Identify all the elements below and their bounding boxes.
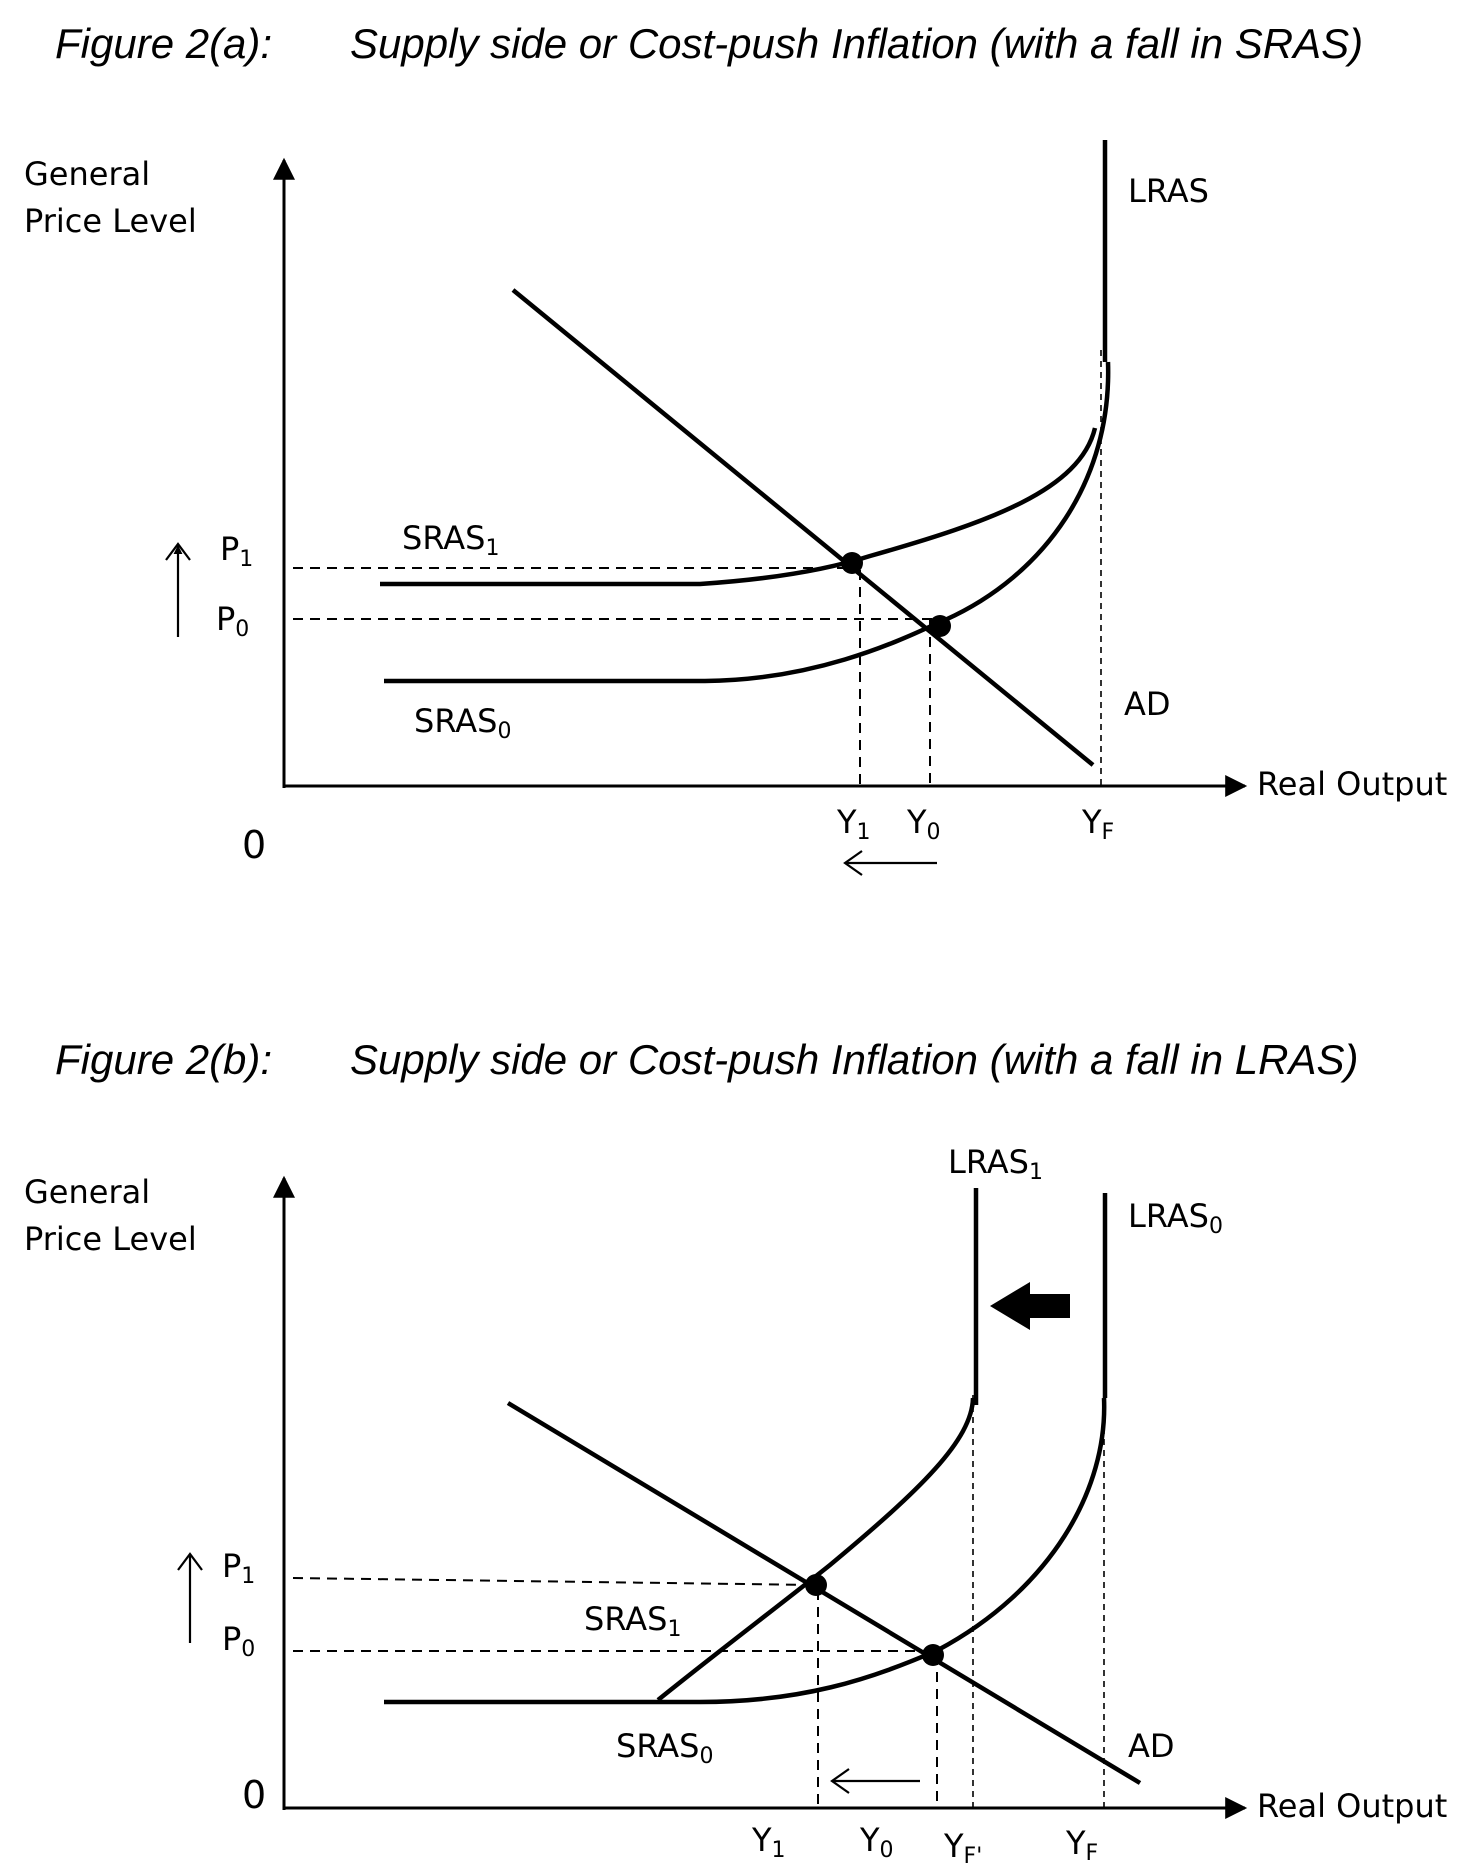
- yf-new-label: YF': [943, 1827, 982, 1869]
- y-axis-label: Price Level: [24, 202, 197, 240]
- lras-shift-arrow: [990, 1282, 1070, 1330]
- arrow-head: [830, 1768, 850, 1794]
- figure-title: Supply side or Cost-push Inflation (with…: [350, 20, 1363, 67]
- arrow-head: [843, 850, 863, 876]
- arrow-head: [177, 1552, 203, 1571]
- origin-label: 0: [242, 823, 266, 867]
- p0-label: P0: [216, 600, 249, 642]
- y1-label: Y1: [751, 1821, 786, 1863]
- p0-label: P0: [222, 1620, 255, 1662]
- equilibrium-point-new: [805, 1574, 827, 1596]
- ad-label: AD: [1128, 1727, 1175, 1765]
- lras0-label: LRAS0: [1128, 1197, 1223, 1239]
- y-axis-label: General: [24, 1173, 150, 1211]
- sras0-label: SRAS0: [616, 1727, 713, 1769]
- equilibrium-point-old: [929, 615, 951, 637]
- figure-label: Figure 2(b):: [55, 1036, 272, 1083]
- equilibrium-point-new: [841, 552, 863, 574]
- ad-curve: [511, 288, 1095, 767]
- arrow-head: [165, 542, 191, 561]
- sras0-curve: [384, 361, 1111, 684]
- y0-label: Y0: [859, 1821, 894, 1863]
- p1-label: P1: [220, 530, 253, 572]
- origin-label: 0: [242, 1773, 266, 1817]
- figure-label: Figure 2(a):: [55, 20, 272, 67]
- y-axis-label: General: [24, 155, 150, 193]
- y-axis-label: Price Level: [24, 1220, 197, 1258]
- sras1-curve: [656, 1397, 976, 1702]
- sras1-label: SRAS1: [402, 519, 499, 561]
- lras-label: LRAS: [1128, 172, 1209, 210]
- figure-title: Supply side or Cost-push Inflation (with…: [350, 1036, 1358, 1083]
- ad-label: AD: [1124, 685, 1171, 723]
- figure-2b: Figure 2(b): Supply side or Cost-push In…: [24, 1036, 1447, 1869]
- x-axis-label: Real Output: [1257, 765, 1447, 803]
- p1-label: P1: [222, 1547, 255, 1589]
- sras1-curve: [380, 427, 1098, 587]
- lras1-label: LRAS1: [948, 1143, 1043, 1185]
- equilibrium-point-old: [922, 1644, 944, 1666]
- yf-label: YF: [1065, 1824, 1098, 1866]
- yf-label: YF: [1081, 803, 1114, 845]
- p1-guide: [292, 1577, 816, 1586]
- sras1-label: SRAS1: [584, 1600, 681, 1642]
- sras0-label: SRAS0: [414, 702, 511, 744]
- y0-label: Y0: [906, 803, 941, 845]
- ad-curve: [506, 1401, 1142, 1785]
- sras0-curve: [384, 1397, 1107, 1705]
- x-axis-label: Real Output: [1257, 1787, 1447, 1825]
- figure-2a: Figure 2(a): Supply side or Cost-push In…: [24, 20, 1447, 876]
- y1-label: Y1: [836, 803, 871, 845]
